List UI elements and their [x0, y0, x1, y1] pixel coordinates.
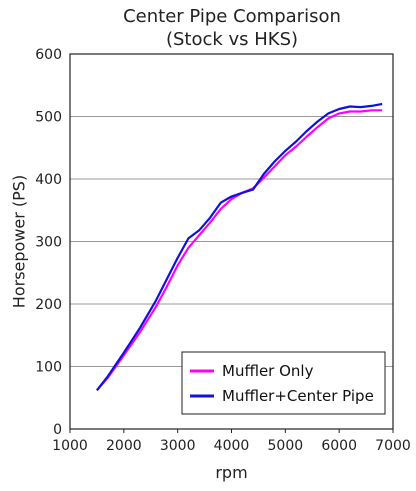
- chart-title-line: (Stock vs HKS): [166, 29, 298, 50]
- y-axis-label: Horsepower (PS): [10, 175, 29, 308]
- series-line-1: [96, 109, 383, 392]
- series-lines: [96, 102, 383, 392]
- y-tick-label: 400: [35, 172, 62, 188]
- legend-label: Muffler+Center Pipe: [222, 387, 374, 405]
- gridlines: [70, 116, 393, 367]
- x-tick-label: 2000: [106, 438, 142, 454]
- x-tick-label: 4000: [214, 438, 250, 454]
- y-tick-label: 600: [35, 47, 62, 63]
- x-axis-label: rpm: [215, 463, 247, 482]
- y-tick-label: 100: [35, 360, 62, 376]
- chart-title-line: Center Pipe Comparison: [123, 6, 341, 27]
- x-axis-ticks: 1000 2000 3000 4000 5000 6000 7000: [52, 429, 411, 454]
- y-tick-label: 300: [35, 235, 62, 251]
- x-tick-label: 5000: [268, 438, 304, 454]
- legend: Muffler Only Muffler+Center Pipe: [181, 351, 386, 415]
- legend-label: Muffler Only: [222, 362, 314, 380]
- x-tick-label: 1000: [52, 438, 88, 454]
- x-tick-label: 3000: [160, 438, 196, 454]
- y-tick-label: 0: [53, 422, 62, 438]
- chart-title: Center Pipe Comparison(Stock vs HKS): [123, 6, 341, 50]
- y-tick-label: 500: [35, 110, 62, 126]
- y-axis-ticks: 0 100 200 300 400 500 600: [35, 47, 62, 438]
- series-line-2: [96, 102, 383, 391]
- legend-box: [181, 351, 386, 415]
- x-tick-label: 6000: [321, 438, 357, 454]
- y-tick-label: 200: [35, 297, 62, 313]
- x-tick-label: 7000: [375, 438, 411, 454]
